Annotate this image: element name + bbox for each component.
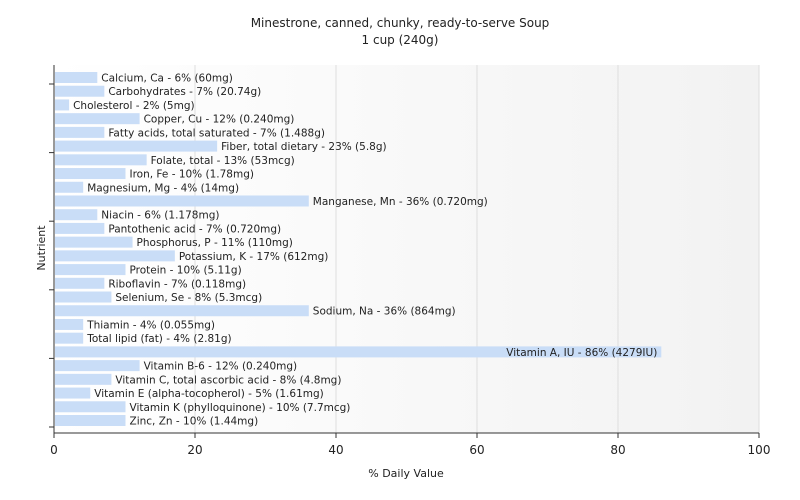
bar-label: Phosphorus, P - 11% (110mg)	[137, 237, 293, 249]
bar-label: Riboflavin - 7% (0.118mg)	[108, 278, 246, 290]
bar	[55, 154, 147, 166]
bar	[55, 209, 98, 221]
bar	[55, 222, 105, 234]
bar-label: Sodium, Na - 36% (864mg)	[313, 306, 456, 318]
bar-label: Pantothenic acid - 7% (0.720mg)	[108, 223, 281, 235]
bar-label: Calcium, Ca - 6% (60mg)	[101, 73, 233, 85]
x-tick-label: 100	[748, 443, 771, 457]
bar	[55, 360, 140, 372]
x-tick-label: 80	[610, 443, 625, 457]
x-tick-label: 0	[50, 443, 58, 457]
bars-group	[55, 72, 662, 426]
bar	[55, 264, 126, 276]
bar	[55, 250, 175, 262]
bar	[55, 373, 112, 385]
bar	[55, 168, 126, 180]
bar-label: Total lipid (fat) - 4% (2.81g)	[86, 333, 231, 345]
bar	[55, 318, 84, 330]
bar	[55, 126, 105, 138]
bar-label: Vitamin B-6 - 12% (0.240mg)	[144, 361, 298, 373]
bar	[55, 99, 70, 111]
bar-label: Thiamin - 4% (0.055mg)	[86, 319, 215, 331]
bar-label: Carbohydrates - 7% (20.74g)	[108, 86, 261, 98]
bar-label: Vitamin K (phylloquinone) - 10% (7.7mcg)	[130, 402, 351, 414]
bar-label: Copper, Cu - 12% (0.240mg)	[144, 114, 295, 126]
bar	[55, 85, 105, 97]
bar-label: Vitamin C, total ascorbic acid - 8% (4.8…	[115, 374, 341, 386]
x-axis-label: % Daily Value	[368, 467, 444, 480]
x-tick-labels: 0 20 40 60 80 100	[50, 443, 770, 457]
axes-group	[49, 65, 760, 438]
bar-labels-group: Calcium, Ca - 6% (60mg)Carbohydrates - 7…	[73, 73, 657, 428]
bar	[55, 305, 309, 317]
bar	[55, 332, 84, 344]
bar	[55, 113, 140, 125]
x-tick-label: 20	[187, 443, 202, 457]
bar	[55, 387, 91, 399]
bar-label: Selenium, Se - 8% (5.3mcg)	[115, 292, 262, 304]
bar-label: Potassium, K - 17% (612mg)	[179, 251, 329, 263]
bar	[55, 140, 218, 152]
bar	[55, 236, 133, 248]
bar-label: Fatty acids, total saturated - 7% (1.488…	[108, 127, 325, 139]
bar	[55, 401, 126, 413]
bar	[55, 415, 126, 426]
bar-label: Vitamin E (alpha-tocopherol) - 5% (1.61m…	[94, 388, 324, 400]
chart-title: Minestrone, canned, chunky, ready-to-ser…	[251, 16, 550, 30]
bar-label: Niacin - 6% (1.178mg)	[101, 210, 219, 222]
chart-subtitle: 1 cup (240g)	[362, 33, 439, 47]
bar	[55, 72, 98, 83]
gridlines	[194, 65, 760, 433]
bar-label: Manganese, Mn - 36% (0.720mg)	[313, 196, 488, 208]
bar-label: Vitamin A, IU - 86% (4279IU)	[506, 347, 657, 359]
bar	[55, 181, 84, 193]
bar	[55, 277, 105, 289]
bar-label: Zinc, Zn - 10% (1.44mg)	[130, 416, 259, 428]
x-tick-label: 40	[328, 443, 343, 457]
bar-label: Cholesterol - 2% (5mg)	[73, 100, 195, 112]
plot-area	[54, 65, 759, 433]
bar	[55, 346, 662, 358]
bar	[55, 195, 309, 207]
bar-label: Iron, Fe - 10% (1.78mg)	[130, 169, 254, 181]
bar-label: Protein - 10% (5.11g)	[130, 265, 242, 277]
bar-label: Folate, total - 13% (53mcg)	[151, 155, 295, 167]
bar	[55, 291, 112, 303]
bar-label: Fiber, total dietary - 23% (5.8g)	[221, 141, 386, 153]
bar-label: Magnesium, Mg - 4% (14mg)	[87, 182, 239, 194]
x-tick-label: 60	[469, 443, 484, 457]
y-axis-label: Nutrient	[35, 225, 48, 271]
